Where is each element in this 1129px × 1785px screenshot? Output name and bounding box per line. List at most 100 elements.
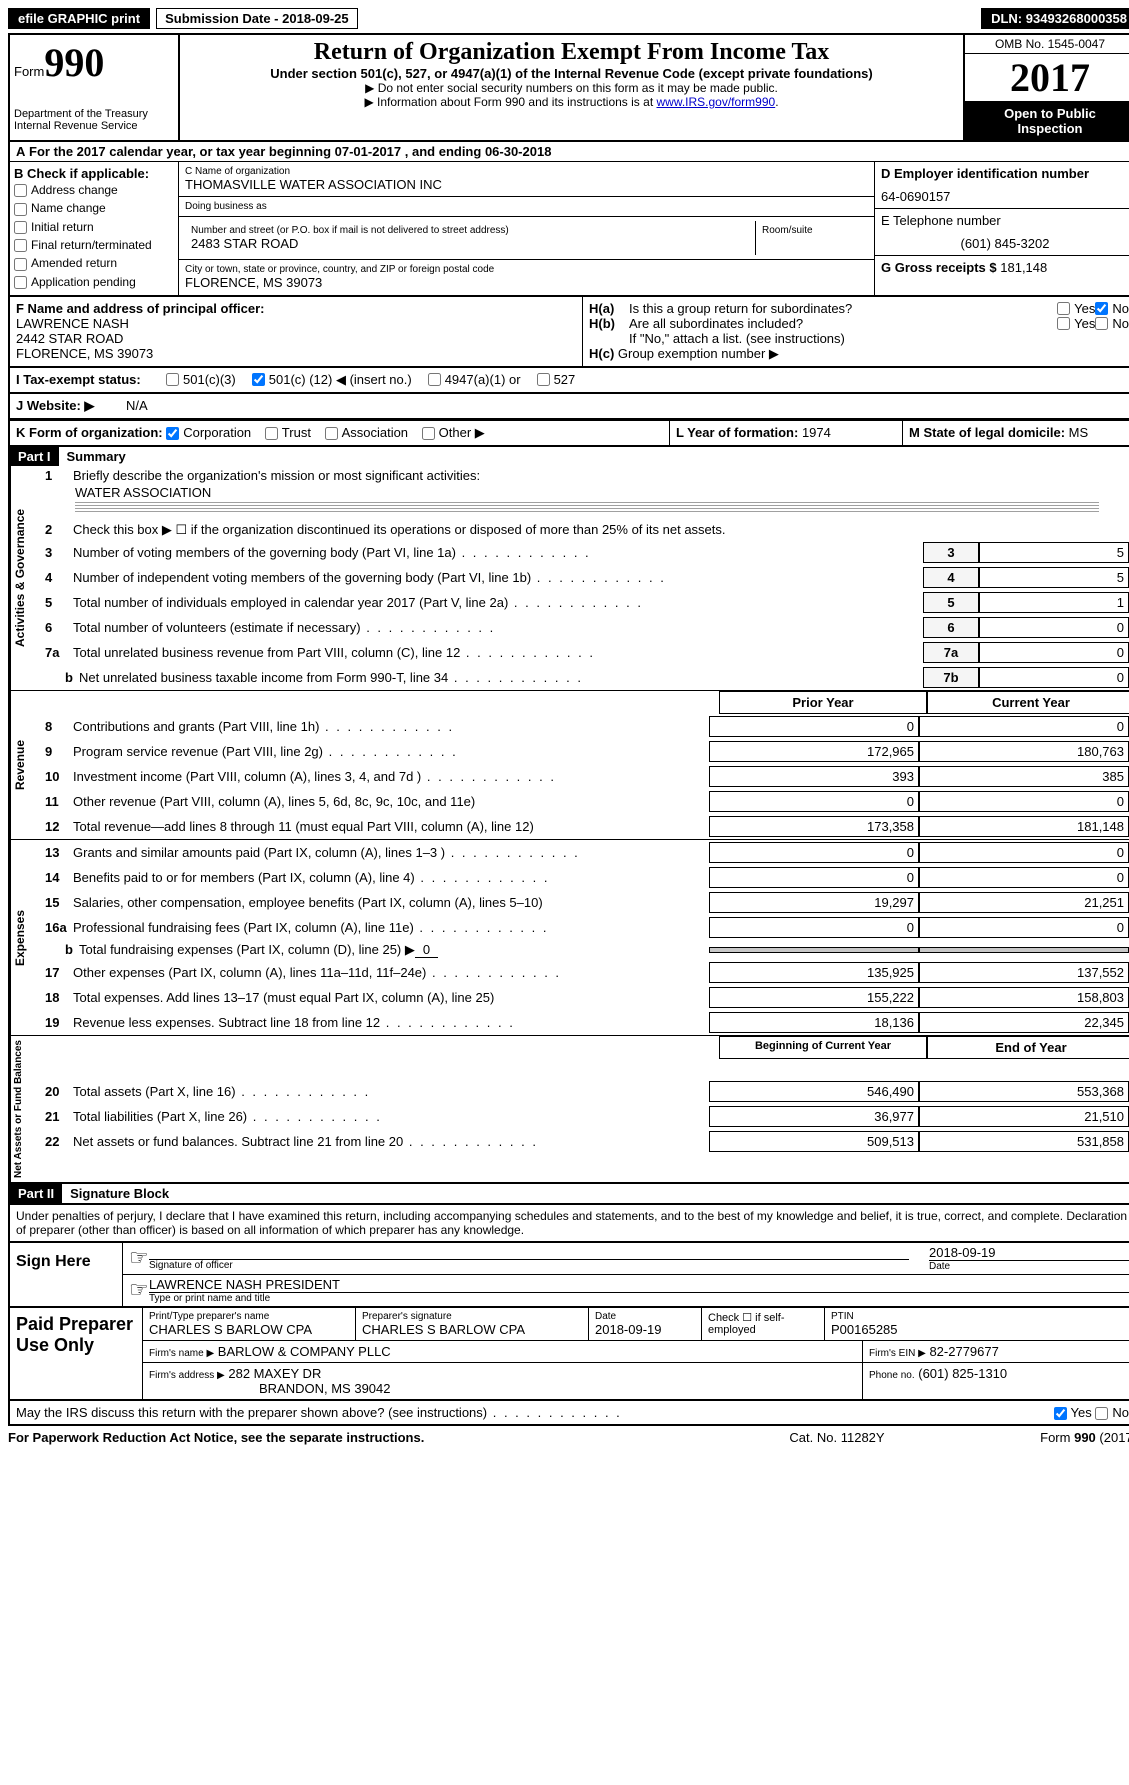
sig-officer-box: Signature of officer xyxy=(149,1245,909,1272)
form-word: Form xyxy=(14,64,44,79)
l6-text: Total number of volunteers (estimate if … xyxy=(73,620,923,635)
l4-text: Number of independent voting members of … xyxy=(73,570,923,585)
submission-date-value: 2018-09-25 xyxy=(282,11,349,26)
i-501c-num: 12 xyxy=(314,372,328,387)
k-assoc: Association xyxy=(342,425,408,440)
submission-date: Submission Date - 2018-09-25 xyxy=(156,8,358,29)
l7a-num: 7a xyxy=(45,645,73,660)
firm-addr2: BRANDON, MS 39042 xyxy=(149,1381,856,1396)
i-501c3-checkbox[interactable] xyxy=(166,373,179,386)
room-suite: Room/suite xyxy=(756,221,868,255)
org-name: THOMASVILLE WATER ASSOCIATION INC xyxy=(185,177,868,192)
org-name-cell: C Name of organization THOMASVILLE WATER… xyxy=(179,162,874,197)
ein-cell: D Employer identification number 64-0690… xyxy=(875,162,1129,209)
irs-link[interactable]: www.IRS.gov/form990 xyxy=(656,95,775,109)
k-other-checkbox[interactable] xyxy=(422,427,435,440)
efile-button[interactable]: efile GRAPHIC print xyxy=(8,8,150,29)
i-501c-checkbox[interactable] xyxy=(252,373,265,386)
m-label: M State of legal domicile: xyxy=(909,425,1065,440)
part-i: Part I Summary Activities & Governance 1… xyxy=(8,447,1129,1184)
discuss-yes: Yes xyxy=(1071,1405,1092,1420)
m-section: M State of legal domicile: MS xyxy=(903,421,1129,445)
a-end: 06-30-2018 xyxy=(485,144,552,159)
ha-text: Is this a group return for subordinates? xyxy=(629,301,1057,316)
l11-cy: 0 xyxy=(919,791,1129,812)
l3-val: 5 xyxy=(979,542,1129,563)
hb-no-checkbox[interactable] xyxy=(1095,317,1108,330)
line-22: 22Net assets or fund balances. Subtract … xyxy=(39,1129,1129,1154)
l22-num: 22 xyxy=(45,1134,73,1149)
prep-name-label: Print/Type preparer's name xyxy=(149,1311,349,1322)
ha-yes-checkbox[interactable] xyxy=(1057,302,1070,315)
summary-revenue: Revenue Prior Year Current Year 8Contrib… xyxy=(10,690,1129,839)
l16a-cy: 0 xyxy=(919,917,1129,938)
phone-label: Phone no. xyxy=(869,1370,915,1381)
l7b-val: 0 xyxy=(979,667,1129,688)
row-f-h: F Name and address of principal officer:… xyxy=(8,297,1129,368)
dln-value: 93493268000358 xyxy=(1026,11,1127,26)
l9-cy: 180,763 xyxy=(919,741,1129,762)
l10-num: 10 xyxy=(45,769,73,784)
top-bar: efile GRAPHIC print Submission Date - 20… xyxy=(8,8,1129,29)
hr3 xyxy=(75,508,1099,509)
summary-netassets: Net Assets or Fund Balances Beginning of… xyxy=(10,1035,1129,1182)
line-7a: 7aTotal unrelated business revenue from … xyxy=(39,640,1129,665)
ha-no-checkbox[interactable] xyxy=(1095,302,1108,315)
k-assoc-checkbox[interactable] xyxy=(325,427,338,440)
l2-num: 2 xyxy=(45,522,73,537)
line-18: 18Total expenses. Add lines 13–17 (must … xyxy=(39,985,1129,1010)
cb-app-pending: Application pending xyxy=(14,273,174,291)
l17-py: 135,925 xyxy=(709,962,919,983)
line-11: 11Other revenue (Part VIII, column (A), … xyxy=(39,789,1129,814)
l-section: L Year of formation: 1974 xyxy=(670,421,903,445)
k-corp-checkbox[interactable] xyxy=(166,427,179,440)
vert-netassets: Net Assets or Fund Balances xyxy=(10,1036,39,1182)
l21-text: Total liabilities (Part X, line 26) xyxy=(73,1109,709,1124)
hb-yes-checkbox[interactable] xyxy=(1057,317,1070,330)
l1-num: 1 xyxy=(45,468,73,483)
discuss-text: May the IRS discuss this return with the… xyxy=(16,1405,622,1420)
netassets-spacer xyxy=(39,1059,1129,1079)
l14-cy: 0 xyxy=(919,867,1129,888)
discuss-no-checkbox[interactable] xyxy=(1095,1407,1108,1420)
part-ii: Part II Signature Block xyxy=(8,1184,1129,1205)
ein-label: D Employer identification number xyxy=(881,166,1129,181)
sign-here-row: Sign Here ☞ Signature of officer 2018-09… xyxy=(8,1243,1129,1308)
prep-sig-cell: Preparer's signature CHARLES S BARLOW CP… xyxy=(356,1308,589,1340)
l20-py: 546,490 xyxy=(709,1081,919,1102)
l3-text: Number of voting members of the governin… xyxy=(73,545,923,560)
l18-py: 155,222 xyxy=(709,987,919,1008)
i-501c: 501(c) ( xyxy=(269,372,314,387)
l18-num: 18 xyxy=(45,990,73,1005)
sig-date-value: 2018-09-19 xyxy=(929,1245,1129,1261)
line-16a: 16aProfessional fundraising fees (Part I… xyxy=(39,915,1129,940)
l13-py: 0 xyxy=(709,842,919,863)
dba-cell: Doing business as xyxy=(179,197,874,217)
sign-here-label: Sign Here xyxy=(10,1243,123,1306)
officer-name-value: LAWRENCE NASH PRESIDENT xyxy=(149,1277,1129,1293)
checkbox-initial-return[interactable] xyxy=(14,221,27,234)
discuss-yes-checkbox[interactable] xyxy=(1054,1407,1067,1420)
i-4947-checkbox[interactable] xyxy=(428,373,441,386)
checkbox-name-change[interactable] xyxy=(14,203,27,216)
f-city: FLORENCE, MS 39073 xyxy=(16,346,576,361)
row-j: J Website: ▶ N/A xyxy=(8,394,1129,420)
checkbox-address-change[interactable] xyxy=(14,184,27,197)
sig-officer-line xyxy=(149,1245,909,1260)
checkbox-amended[interactable] xyxy=(14,258,27,271)
i-527-checkbox[interactable] xyxy=(537,373,550,386)
a-begin: 07-01-2017 xyxy=(335,144,402,159)
l4-val: 5 xyxy=(979,567,1129,588)
l21-num: 21 xyxy=(45,1109,73,1124)
checkbox-app-pending[interactable] xyxy=(14,276,27,289)
sign-here-content: ☞ Signature of officer 2018-09-19 Date ☞… xyxy=(123,1243,1129,1306)
street-value: 2483 STAR ROAD xyxy=(191,236,749,251)
k-trust-checkbox[interactable] xyxy=(265,427,278,440)
l4-num: 4 xyxy=(45,570,73,585)
b-header: B Check if applicable: xyxy=(14,166,174,181)
open-line1: Open to Public xyxy=(969,106,1129,121)
l7a-text: Total unrelated business revenue from Pa… xyxy=(73,645,923,660)
checkbox-final-return[interactable] xyxy=(14,239,27,252)
part-i-title: Summary xyxy=(59,449,126,464)
k-section: K Form of organization: Corporation Trus… xyxy=(10,421,670,445)
